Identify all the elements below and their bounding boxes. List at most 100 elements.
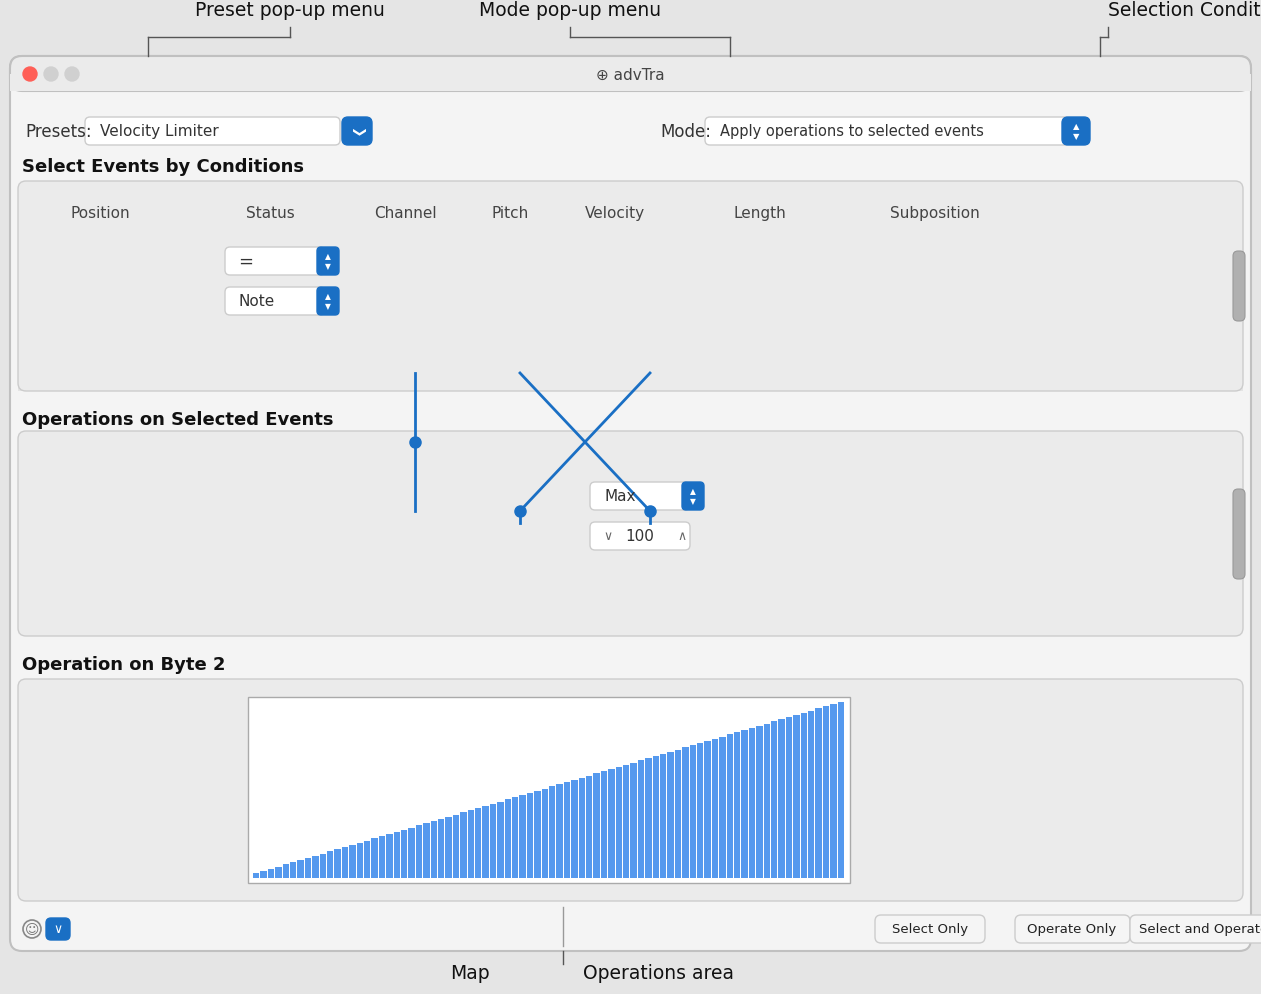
Text: =: = (238, 252, 253, 270)
Text: Pitch: Pitch (492, 207, 528, 222)
Text: Mode:: Mode: (660, 123, 711, 141)
Bar (711, 740, 719, 878)
Bar (816, 709, 822, 878)
Text: Operations area: Operations area (583, 963, 734, 982)
Bar (386, 834, 392, 878)
FancyBboxPatch shape (1233, 251, 1245, 322)
Bar (401, 830, 407, 878)
Bar (261, 871, 267, 878)
Bar (837, 703, 844, 878)
Text: ▲: ▲ (325, 252, 330, 261)
Bar (475, 808, 482, 878)
Bar (520, 795, 526, 878)
FancyBboxPatch shape (590, 523, 690, 551)
Text: ❯: ❯ (351, 126, 363, 137)
Text: Velocity: Velocity (585, 207, 646, 222)
Bar (248, 698, 850, 883)
Bar (372, 839, 378, 878)
Text: Operate Only: Operate Only (1028, 922, 1117, 935)
Bar (416, 826, 422, 878)
FancyBboxPatch shape (317, 287, 339, 316)
Bar (808, 711, 815, 878)
Bar (675, 749, 681, 878)
Bar (571, 780, 578, 878)
Bar (253, 873, 260, 878)
Text: Subposition: Subposition (890, 207, 980, 222)
Bar (830, 705, 836, 878)
Bar (778, 720, 784, 878)
Bar (267, 869, 274, 878)
Bar (623, 765, 629, 878)
Text: Selection Conditions area: Selection Conditions area (1108, 1, 1261, 20)
Bar (504, 799, 511, 878)
Bar (586, 775, 593, 878)
Bar (10, 75, 1251, 91)
Bar (334, 849, 340, 878)
Bar (445, 817, 451, 878)
Text: ▼: ▼ (325, 262, 330, 271)
Circle shape (23, 68, 37, 82)
Text: ▲: ▲ (1073, 122, 1079, 131)
Bar (660, 754, 666, 878)
Text: Max: Max (605, 489, 637, 504)
Text: Velocity Limiter: Velocity Limiter (100, 124, 218, 139)
Text: Select and Operate: Select and Operate (1140, 922, 1261, 935)
Circle shape (66, 68, 79, 82)
Bar (749, 729, 755, 878)
Bar (630, 762, 637, 878)
Bar (438, 819, 444, 878)
Bar (342, 847, 348, 878)
Bar (690, 746, 696, 878)
Text: Note: Note (238, 294, 274, 309)
FancyBboxPatch shape (10, 57, 1251, 91)
Bar (564, 782, 570, 878)
Bar (430, 821, 438, 878)
FancyBboxPatch shape (224, 248, 325, 275)
Bar (305, 858, 311, 878)
Text: Select Only: Select Only (892, 922, 968, 935)
Bar (18, 224, 1243, 392)
Text: ▼: ▼ (1073, 132, 1079, 141)
Bar (409, 828, 415, 878)
Text: 100: 100 (625, 529, 654, 544)
Bar (535, 791, 541, 878)
Bar (460, 812, 467, 878)
Text: Channel: Channel (373, 207, 436, 222)
Bar (290, 863, 296, 878)
FancyBboxPatch shape (705, 118, 1071, 146)
FancyBboxPatch shape (682, 482, 704, 511)
Text: ▲: ▲ (690, 487, 696, 496)
Bar (600, 771, 608, 878)
Bar (770, 722, 777, 878)
Bar (682, 747, 689, 878)
Bar (793, 716, 799, 878)
Bar (667, 752, 673, 878)
Circle shape (44, 68, 58, 82)
FancyBboxPatch shape (342, 118, 372, 146)
Bar (357, 843, 363, 878)
Bar (801, 713, 807, 878)
FancyBboxPatch shape (224, 287, 325, 316)
Bar (594, 773, 600, 878)
FancyBboxPatch shape (10, 57, 1251, 951)
Bar (741, 731, 748, 878)
Bar (378, 836, 385, 878)
Bar (705, 742, 711, 878)
Bar (726, 735, 733, 878)
Bar (646, 758, 652, 878)
Text: Map: Map (450, 963, 491, 982)
Bar (512, 797, 518, 878)
Bar (489, 804, 496, 878)
Text: Select Events by Conditions: Select Events by Conditions (21, 158, 304, 176)
Text: Position: Position (71, 207, 130, 222)
FancyBboxPatch shape (1015, 915, 1130, 943)
Bar (556, 784, 562, 878)
FancyBboxPatch shape (317, 248, 339, 275)
Bar (697, 744, 704, 878)
FancyBboxPatch shape (1130, 915, 1261, 943)
Text: Apply operations to selected events: Apply operations to selected events (720, 124, 984, 139)
Bar (319, 854, 327, 878)
Bar (719, 737, 725, 878)
Bar (313, 856, 319, 878)
Bar (483, 806, 489, 878)
